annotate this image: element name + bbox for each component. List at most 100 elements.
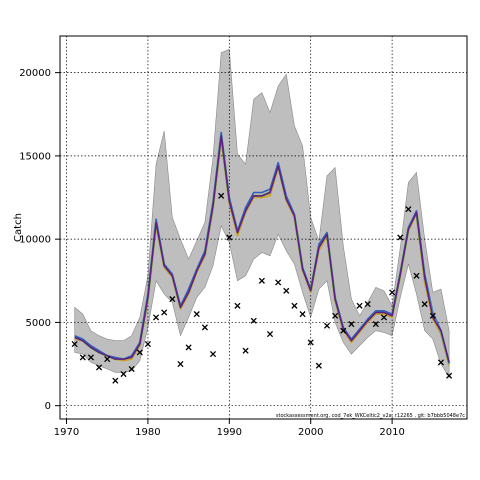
x-tick-label: 2010 (379, 427, 404, 438)
grid-layer (60, 36, 467, 419)
observed-point (275, 279, 282, 286)
observed-point (144, 341, 151, 348)
chart-footnote: stockassessment.org, cod_7ek_WKCeltic2_v… (276, 413, 465, 419)
observed-point (120, 370, 127, 378)
observed-point-stroke (112, 377, 119, 384)
y-tick-label: 20000 (19, 68, 51, 79)
observed-point (79, 354, 86, 361)
y-tick-label: 5000 (26, 318, 51, 329)
observed-point-stroke (226, 234, 233, 241)
plot-frame (59, 35, 468, 420)
observed-point-stroke (364, 301, 371, 308)
x-tick-label: 1990 (217, 427, 242, 438)
observed-point-stroke (218, 192, 225, 199)
observed-point-stroke (144, 341, 151, 348)
y-tick-label: 0 (45, 401, 51, 412)
observed-point (104, 355, 111, 363)
y-axis-title: Catch (13, 213, 24, 242)
observed-point (226, 234, 233, 241)
observed-point (209, 350, 217, 358)
observed-point (405, 206, 412, 213)
observed-point (364, 301, 371, 308)
confidence-band (74, 48, 450, 379)
observed-point (169, 296, 176, 303)
observed-point-stroke (234, 302, 241, 309)
observed-point (429, 312, 436, 319)
x-tick-label: 2000 (298, 427, 323, 438)
observed-point-stroke (201, 324, 208, 331)
observed-point-stroke (79, 354, 86, 361)
observed-point-stroke (266, 331, 274, 338)
observed-point-stroke (348, 321, 355, 328)
observed-point (315, 362, 322, 369)
x-axis: 1970 1980 1990 2000 2010 (54, 419, 405, 438)
observed-point-stroke (307, 339, 314, 346)
confidence-band-layer (74, 48, 450, 379)
observed-point-stroke (283, 287, 290, 294)
observed-point (266, 331, 274, 338)
observed-point (389, 289, 396, 296)
observed-point-stroke (87, 354, 94, 361)
observed-point-stroke (332, 312, 339, 319)
observed-point (397, 234, 404, 241)
observed-point-stroke (405, 206, 412, 213)
observed-point-stroke (299, 311, 306, 318)
observed-point (446, 372, 453, 379)
observed-point-stroke (152, 314, 160, 321)
observed-marker-layer (71, 192, 453, 384)
observed-point-stroke (136, 349, 143, 356)
observed-point-stroke (104, 355, 111, 363)
series-line-3 (74, 131, 450, 363)
observed-point-stroke (128, 365, 135, 373)
observed-point (258, 277, 265, 284)
observed-point (291, 302, 298, 309)
series-line-5 (74, 135, 450, 363)
observed-point (112, 377, 119, 384)
y-tick-label: 10000 (19, 235, 51, 246)
observed-point-stroke (258, 277, 265, 284)
observed-point (413, 272, 420, 279)
observed-point (307, 339, 314, 346)
observed-point (250, 317, 257, 324)
observed-point-stroke (275, 279, 282, 286)
observed-point (437, 359, 445, 366)
observed-point (356, 302, 363, 309)
y-tick-label: 15000 (19, 151, 51, 162)
observed-point-stroke (397, 234, 404, 241)
observed-point-stroke (323, 322, 331, 329)
observed-point (136, 349, 143, 356)
observed-point (234, 302, 241, 309)
observed-point (177, 360, 184, 368)
observed-point (332, 312, 339, 319)
observed-point (201, 324, 208, 331)
observed-point-stroke (177, 360, 184, 368)
observed-point (152, 314, 160, 321)
observed-point (161, 309, 168, 316)
observed-point (185, 344, 192, 351)
observed-point (323, 322, 331, 329)
x-tick-label: 1970 (54, 427, 79, 438)
observed-point (380, 314, 388, 321)
observed-point-stroke (380, 314, 388, 321)
observed-point-stroke (169, 296, 176, 303)
observed-point-stroke (389, 289, 396, 296)
observed-point (348, 321, 355, 328)
observed-point (71, 341, 78, 348)
observed-point-stroke (250, 317, 257, 324)
observed-point (421, 301, 428, 308)
observed-point (128, 365, 135, 373)
observed-point-stroke (193, 311, 200, 318)
observed-point-stroke (340, 327, 347, 334)
observed-point-stroke (372, 321, 379, 328)
observed-point-stroke (120, 370, 127, 378)
observed-point-stroke (242, 347, 249, 354)
observed-point (218, 192, 225, 199)
observed-point (340, 327, 347, 334)
observed-point-stroke (291, 302, 298, 309)
observed-point-stroke (446, 372, 453, 379)
observed-point-stroke (421, 301, 428, 308)
observed-point-stroke (161, 309, 168, 316)
x-tick-label: 1980 (135, 427, 160, 438)
observed-point-stroke (315, 362, 322, 369)
